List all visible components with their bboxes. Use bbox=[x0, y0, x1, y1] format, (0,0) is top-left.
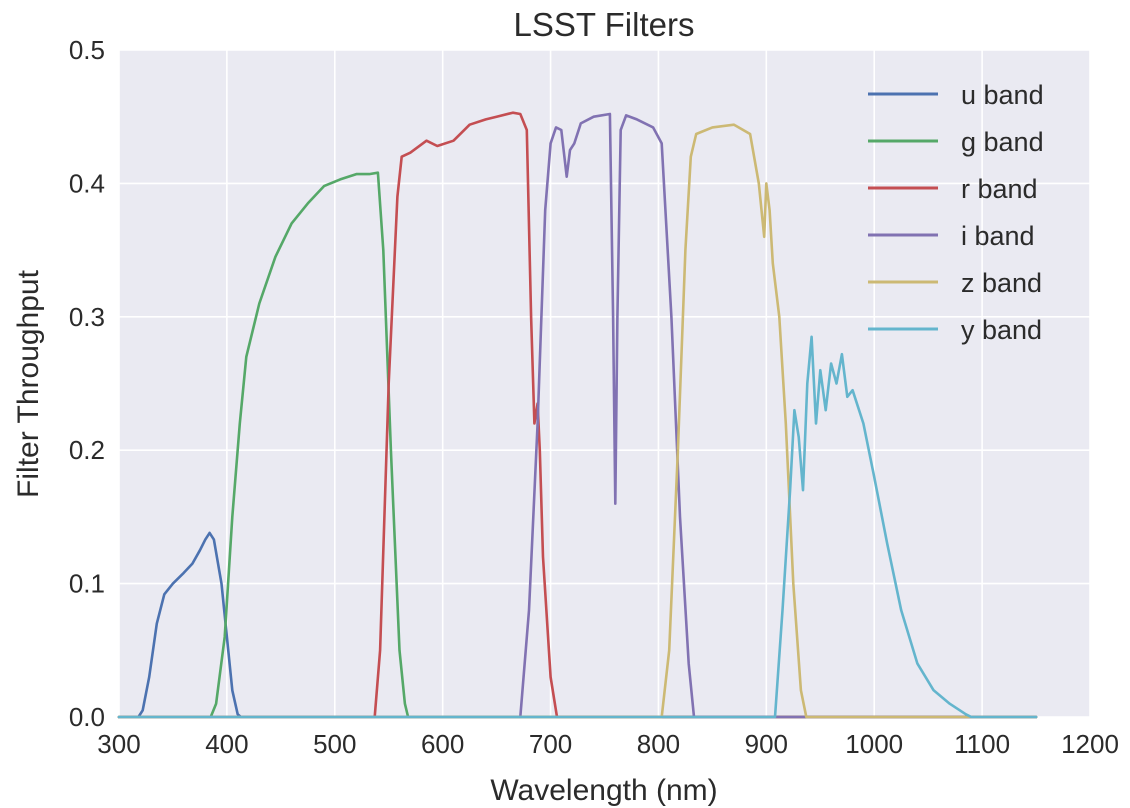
y-tick-label: 0.0 bbox=[69, 702, 105, 732]
series-line-u-band bbox=[117, 531, 1038, 719]
x-tick-label: 800 bbox=[637, 729, 680, 759]
y-tick-label: 0.5 bbox=[69, 35, 105, 65]
x-tick-label: 900 bbox=[745, 729, 788, 759]
series-line-r-band bbox=[117, 111, 1038, 719]
series-line-g-band bbox=[117, 171, 1038, 719]
x-tick-label: 600 bbox=[421, 729, 464, 759]
x-tick-label: 300 bbox=[97, 729, 140, 759]
x-tick-label: 400 bbox=[205, 729, 248, 759]
legend-label-r-band: r band bbox=[961, 174, 1038, 204]
x-tick-label: 500 bbox=[313, 729, 356, 759]
legend-label-z-band: z band bbox=[961, 268, 1042, 298]
legend-label-y-band: y band bbox=[961, 315, 1042, 345]
y-tick-label: 0.4 bbox=[69, 168, 105, 198]
y-tick-labels: 0.0 0.1 0.2 0.3 0.4 0.5 bbox=[69, 35, 105, 732]
plot-background bbox=[119, 50, 1090, 717]
legend-label-g-band: g band bbox=[961, 127, 1044, 157]
x-tick-label: 1200 bbox=[1061, 729, 1119, 759]
series-lines bbox=[117, 111, 1038, 719]
series-line-z-band bbox=[117, 123, 1038, 719]
series-line-y-band bbox=[117, 335, 1038, 719]
legend-label-i-band: i band bbox=[961, 221, 1035, 251]
legend: u band g band r band i band z band y band bbox=[868, 80, 1044, 345]
y-tick-label: 0.3 bbox=[69, 302, 105, 332]
x-axis-label: Wavelength (nm) bbox=[490, 774, 717, 807]
x-tick-labels: 300 400 500 600 700 800 900 1000 1100 1200 bbox=[97, 729, 1119, 759]
series-line-i-band bbox=[117, 112, 1038, 719]
chart-title: LSST Filters bbox=[514, 6, 695, 43]
x-tick-label: 1000 bbox=[845, 729, 903, 759]
y-tick-label: 0.1 bbox=[69, 569, 105, 599]
x-tick-label: 1100 bbox=[954, 729, 1010, 759]
y-tick-label: 0.2 bbox=[69, 435, 105, 465]
x-tick-label: 700 bbox=[529, 729, 572, 759]
y-axis-label: Filter Throughput bbox=[12, 269, 45, 498]
legend-label-u-band: u band bbox=[961, 80, 1044, 110]
